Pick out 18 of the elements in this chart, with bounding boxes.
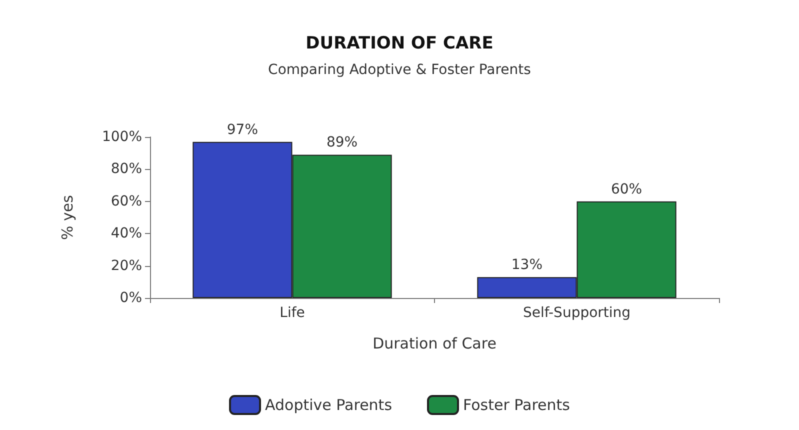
y-tick-label: 0% bbox=[120, 290, 142, 306]
legend-label: Adoptive Parents bbox=[265, 396, 392, 414]
data-label: 97% bbox=[226, 122, 258, 138]
y-tick-label: 80% bbox=[110, 161, 142, 178]
data-label: 60% bbox=[610, 181, 642, 198]
y-tick-label: 40% bbox=[110, 226, 142, 242]
y-tick-label: 20% bbox=[110, 258, 142, 274]
y-tick-label: 60% bbox=[110, 193, 142, 210]
x-tick-label: Life bbox=[280, 305, 305, 321]
legend-label: Foster Parents bbox=[463, 396, 570, 414]
y-axis-title: % yes bbox=[58, 194, 76, 240]
data-label: 13% bbox=[511, 257, 543, 274]
chart-subtitle: Comparing Adoptive & Foster Parents bbox=[268, 62, 531, 78]
y-tick-label: 100% bbox=[102, 129, 142, 145]
chart-title: DURATION OF CARE bbox=[306, 34, 494, 54]
x-axis-title: Duration of Care bbox=[372, 334, 496, 352]
data-label: 89% bbox=[326, 134, 358, 151]
x-tick-label: Self-Supporting bbox=[522, 305, 631, 321]
